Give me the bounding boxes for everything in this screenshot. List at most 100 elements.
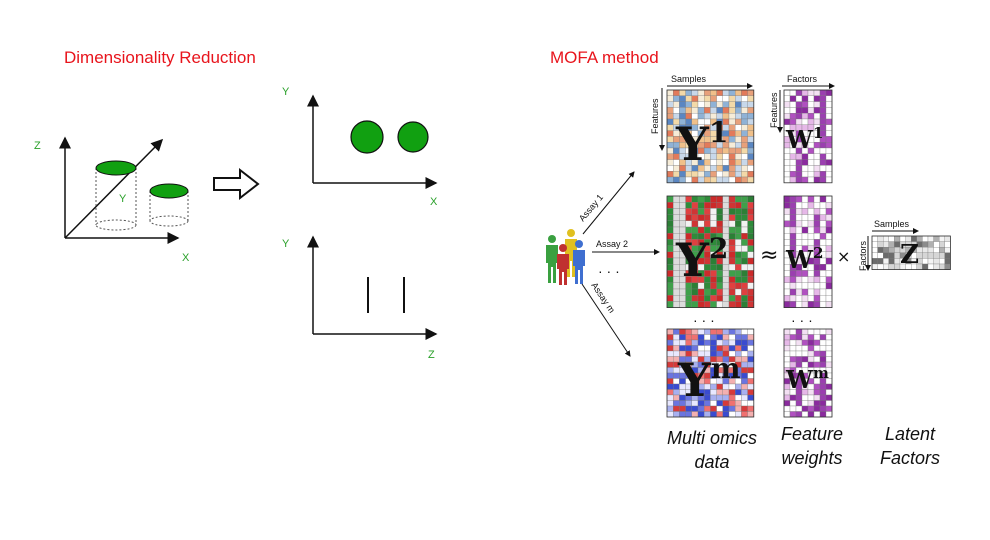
heatmap-cell — [728, 257, 736, 265]
heatmap-cell — [819, 411, 827, 418]
heatmap-cell — [722, 270, 730, 277]
heatmap-cell — [927, 235, 934, 242]
heatmap-cell — [691, 95, 699, 102]
heatmap-cell — [783, 107, 791, 114]
heatmap-cell — [783, 345, 791, 352]
heatmap-cell — [801, 153, 809, 160]
heatmap-cell — [825, 345, 833, 352]
plot-xy — [307, 94, 438, 189]
heatmap-cell — [813, 202, 821, 209]
heatmap-cell — [807, 153, 815, 160]
heatmap-cell — [666, 394, 674, 401]
heatmap-cell — [825, 233, 833, 240]
heatmap-cell — [807, 400, 815, 407]
matrix-z-symbol: Z — [900, 240, 919, 270]
heatmap-cell — [807, 214, 815, 221]
heatmap-cell — [685, 334, 692, 341]
heatmap-cell — [679, 301, 686, 308]
heatmap-cell — [825, 136, 833, 143]
heatmap-cell — [741, 383, 748, 390]
3d-axes — [59, 136, 180, 244]
heatmap-cell — [697, 334, 705, 341]
heatmap-cell — [871, 252, 878, 259]
heatmap-cell — [813, 383, 821, 390]
heatmap-cell — [728, 165, 736, 172]
heatmap-cell — [747, 147, 754, 154]
heatmap-cell — [735, 334, 742, 341]
heatmap-cell — [722, 339, 730, 346]
heatmap-cell — [710, 220, 717, 228]
heatmap-cell — [673, 301, 680, 308]
heatmap-cell — [789, 226, 797, 234]
heatmap-cell — [747, 226, 754, 234]
heatmap-cell — [927, 263, 934, 270]
heatmap-cell — [716, 334, 723, 341]
heatmap-cell — [819, 350, 827, 357]
plot2-y-label: Y — [282, 238, 290, 250]
heatmap-cell — [789, 113, 797, 120]
heatmap-cell — [819, 405, 827, 412]
heatmap-cell — [741, 270, 748, 277]
heatmap-cell — [735, 245, 742, 252]
heatmap-cell — [825, 142, 833, 149]
heatmap-cell — [813, 165, 821, 172]
heatmap-cell — [728, 202, 736, 209]
heatmap-cell — [679, 89, 686, 96]
heatmap-cell — [697, 411, 705, 418]
heatmap-cell — [685, 171, 692, 178]
heatmap-cell — [741, 334, 748, 341]
heatmap-cell — [666, 383, 674, 390]
heatmap-cell — [783, 226, 791, 234]
heatmap-cell — [922, 252, 929, 259]
heatmap-cell — [783, 159, 791, 166]
heatmap-cell — [691, 334, 699, 341]
heatmap-cell — [795, 276, 803, 283]
heatmap-cell — [666, 339, 674, 346]
heatmap-cell — [691, 345, 699, 352]
heatmap-cell — [807, 202, 815, 209]
heatmap-cell — [789, 101, 797, 108]
heatmap-cell — [741, 282, 748, 290]
heatmap-cell — [716, 208, 723, 215]
heatmap-cell — [673, 328, 680, 335]
heatmap-cell — [819, 334, 827, 341]
heatmap-cell — [735, 195, 742, 203]
heatmap-cell — [933, 235, 940, 242]
heatmap-cell — [673, 107, 680, 114]
heatmap-cell — [801, 400, 809, 407]
heatmap-cell — [922, 263, 929, 270]
heatmap-cell — [807, 295, 815, 302]
heatmap-cell — [825, 101, 833, 108]
heatmap-cell — [735, 142, 742, 149]
heatmap-cell — [666, 245, 674, 252]
heatmap-cell — [741, 389, 748, 396]
heatmap-cell — [825, 220, 833, 228]
heatmap-cell — [801, 165, 809, 172]
heatmap-cell — [795, 411, 803, 418]
heatmap-cell — [704, 95, 711, 102]
heatmap-cell — [789, 195, 797, 203]
heatmap-cell — [728, 301, 736, 308]
heatmap-cell — [722, 288, 730, 296]
heatmap-cell — [922, 241, 929, 248]
heatmap-cell — [735, 130, 742, 137]
heatmap-cell — [735, 153, 742, 160]
heatmap-cell — [795, 195, 803, 203]
heatmap-cell — [710, 176, 717, 183]
heatmap-cell — [728, 334, 736, 341]
heatmap-cell — [685, 89, 692, 96]
factors-label-z: Factors — [858, 240, 868, 271]
heatmap-cell — [728, 130, 736, 137]
heatmap-cell — [747, 383, 754, 390]
heatmap-cell — [666, 400, 674, 407]
heatmap-cell — [825, 239, 833, 246]
heatmap-cell — [704, 208, 711, 215]
heatmap-cell — [716, 288, 723, 296]
heatmap-cell — [783, 356, 791, 363]
heatmap-cell — [666, 142, 674, 149]
heatmap-cell — [741, 411, 748, 418]
heatmap-cell — [728, 270, 736, 277]
heatmap-cell — [673, 220, 680, 228]
mofa-method-title: MOFA method — [550, 48, 659, 67]
heatmap-cell — [825, 383, 833, 390]
